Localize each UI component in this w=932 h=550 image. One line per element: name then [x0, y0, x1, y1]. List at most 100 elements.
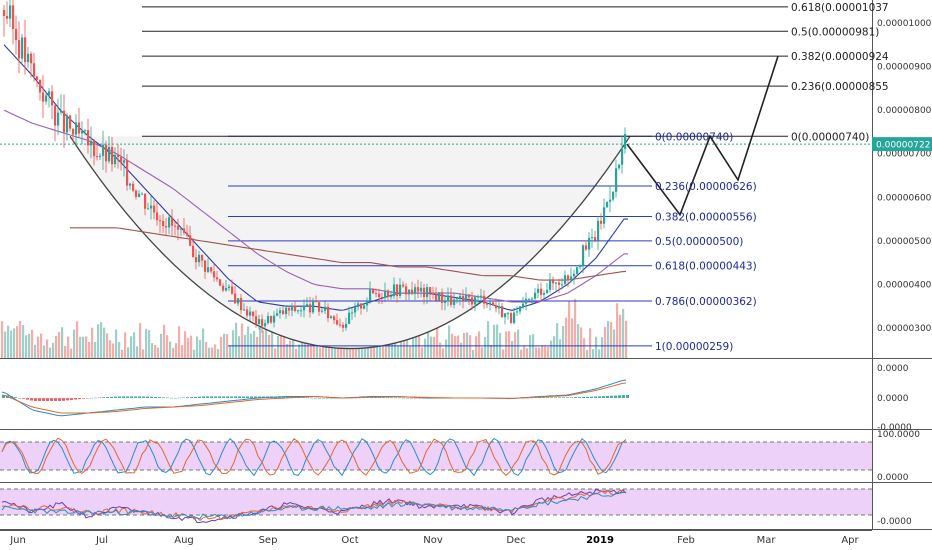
volume-bar: [481, 347, 484, 358]
candle-body: [375, 293, 378, 295]
volume-bar: [475, 336, 478, 358]
volume-bar: [496, 324, 499, 358]
moving-average-line: [70, 227, 627, 281]
fib-extension-label: 0.236(0.00000855: [791, 81, 889, 93]
volume-bar: [91, 327, 94, 358]
volume-bar: [61, 327, 64, 358]
candle-body: [582, 245, 585, 266]
macd-histogram-bar: [22, 398, 25, 399]
volume-bar: [304, 340, 307, 358]
macd-histogram-bar: [70, 398, 73, 400]
candle-body: [615, 168, 618, 192]
volume-bar: [196, 336, 199, 358]
volume-bar: [214, 344, 217, 358]
volume-bar: [439, 342, 442, 358]
candle-body: [366, 300, 369, 306]
macd-histogram-bar: [254, 396, 257, 398]
volume-bar: [28, 333, 31, 358]
volume-bar: [124, 332, 127, 358]
candle-body: [483, 295, 486, 304]
candle-body: [102, 144, 105, 156]
candle-body: [552, 279, 555, 284]
macd-tick-label: 0.0000: [877, 364, 909, 374]
stoch-band: [0, 442, 872, 470]
macd-histogram-bar: [42, 398, 45, 401]
macd-histogram-bar: [402, 397, 405, 399]
volume-bar: [565, 317, 568, 358]
fib-extension-label: 0.382(0.00000924: [791, 51, 889, 63]
candle-body: [534, 292, 537, 299]
volume-bar: [286, 343, 289, 358]
candle-body: [282, 310, 285, 315]
volume-bar: [25, 335, 28, 358]
volume-bar: [397, 346, 400, 358]
volume-bar: [547, 346, 550, 358]
volume-bar: [607, 321, 610, 358]
candle-body: [99, 155, 102, 157]
volume-bar: [208, 347, 211, 358]
candle-body: [105, 144, 108, 162]
volume-bar: [457, 335, 460, 358]
volume-bar: [514, 332, 517, 358]
candle-body: [438, 292, 441, 301]
oscillator-tick-label: -0.0000: [877, 517, 912, 527]
candle-body: [585, 245, 588, 250]
candle-body: [153, 205, 156, 213]
volume-bar: [622, 308, 625, 358]
candle-body: [435, 294, 438, 301]
macd-histogram-bar: [170, 397, 173, 399]
volume-bar: [199, 339, 202, 358]
candle-body: [228, 286, 231, 288]
candle-body: [267, 316, 270, 324]
macd-histogram-bar: [586, 396, 589, 398]
candle-body: [198, 254, 201, 263]
candle-body: [315, 300, 318, 303]
macd-histogram-bar: [590, 396, 593, 398]
volume-bar: [58, 331, 61, 358]
x-tick-label: Sep: [259, 535, 278, 546]
volume-bar: [256, 336, 259, 358]
candle-body: [222, 285, 225, 291]
volume-bar: [22, 325, 25, 358]
macd-histogram-bar: [598, 396, 601, 398]
candle-body: [495, 305, 498, 309]
volume-bar: [277, 335, 280, 358]
volume-bar: [163, 324, 166, 358]
volume-bar: [301, 343, 304, 358]
volume-bar: [37, 336, 40, 358]
oscillator-band: [0, 489, 872, 515]
volume-bar: [472, 349, 475, 358]
volume-bar: [130, 336, 133, 358]
macd-histogram-bar: [394, 397, 397, 399]
volume-bar: [418, 331, 421, 358]
candle-body: [609, 199, 612, 202]
candle-body: [318, 302, 321, 312]
candle-body: [543, 293, 546, 295]
volume-bar: [190, 335, 193, 358]
candle-body: [30, 53, 33, 64]
volume-bar: [283, 329, 286, 358]
candle-body: [321, 310, 324, 312]
macd-histogram-bar: [94, 397, 97, 399]
candle-body: [306, 304, 309, 306]
candle-body: [117, 154, 120, 158]
x-tick-label: Feb: [677, 535, 695, 546]
fib-level-label: 0.618(0.00000443): [655, 261, 757, 273]
candle-body: [402, 284, 405, 287]
x-tick-label: Nov: [423, 535, 443, 546]
volume-bar: [403, 339, 406, 358]
macd-histogram-bar: [238, 396, 241, 398]
volume-bar: [262, 330, 265, 358]
candle-body: [210, 267, 213, 272]
macd-histogram-bar: [550, 397, 553, 398]
candle-body: [339, 324, 342, 326]
macd-histogram-bar: [626, 395, 629, 398]
candle-body: [594, 237, 597, 241]
candle-body: [183, 228, 186, 233]
candle-body: [201, 254, 204, 261]
candle-body: [333, 316, 336, 321]
candle-body: [84, 130, 87, 132]
volume-bar: [244, 335, 247, 358]
candle-body: [120, 157, 123, 163]
